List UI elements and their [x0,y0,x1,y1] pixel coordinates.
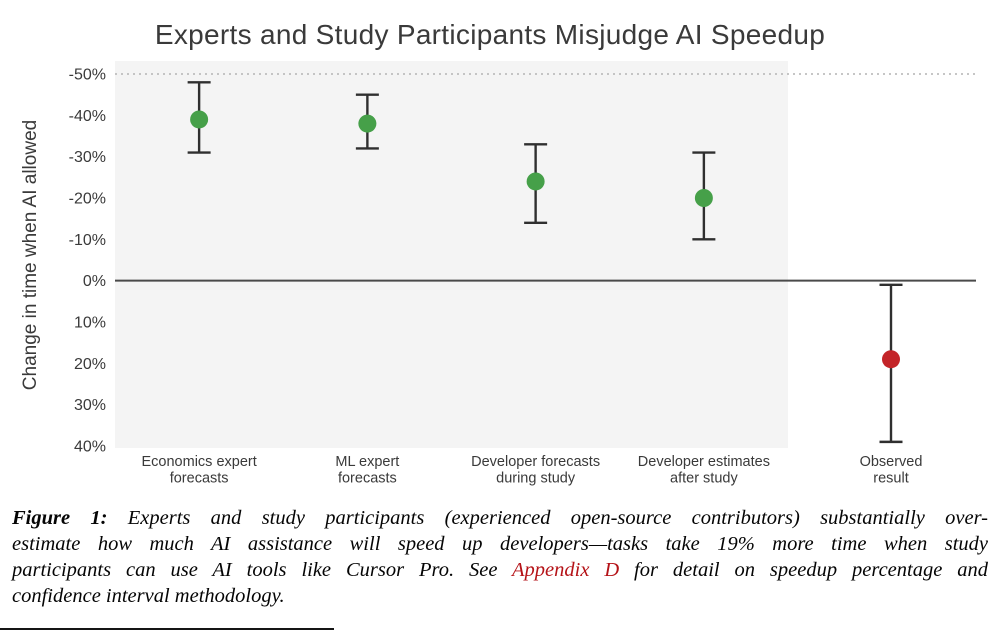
category-label: Economics expert forecasts [142,454,257,487]
caption-text: estimate how much AI assistance will spe… [12,533,988,555]
caption-line: participants can use AI tools like Curso… [12,557,988,583]
data-point [526,172,545,191]
series-economics-expert-forecasts: Economics expert forecasts [142,81,257,487]
category-label: Developer forecasts during study [471,454,600,487]
caption-line: estimate how much AI assistance will spe… [12,531,988,557]
series-ml-expert-forecasts: ML expert forecasts [335,93,399,487]
category-label: ML expert forecasts [335,454,399,487]
y-tick-label: 20% [74,356,106,373]
caption-text: for detail on speedup percentage and [619,559,988,581]
page-rule [0,628,334,630]
y-tick-label: -40% [69,108,106,125]
data-point [358,114,377,133]
y-tick-label: -30% [69,149,106,166]
y-tick-label: 10% [74,315,106,332]
y-tick-label: 40% [74,439,106,456]
plot-panel-background [115,61,788,448]
y-tick-label: -10% [69,232,106,249]
y-tick-label: -20% [69,191,106,208]
appendix-d-link[interactable]: Appendix D [512,559,620,581]
category-label: Observed result [860,454,923,487]
y-tick-label: 0% [83,273,106,290]
data-point [882,350,900,369]
chart: Experts and Study Participants Misjudge … [20,19,976,487]
y-tick-label: -50% [69,67,106,84]
chart-title: Experts and Study Participants Misjudge … [155,19,825,50]
y-axis-label: Change in time when AI allowed [20,120,41,390]
data-point [190,110,209,129]
caption-line: Figure 1: Experts and study participants… [12,505,988,531]
series-developer-forecasts-during-study: Developer forecasts during study [471,143,600,487]
category-label: Developer estimates after study [638,454,770,487]
caption-line: confidence interval methodology. [12,583,988,609]
caption-text: participants can use AI tools like Curso… [12,559,512,581]
caption-text: confidence interval methodology. [12,585,285,607]
y-tick-label: 30% [74,397,106,414]
figure-caption: Figure 1: Experts and study participants… [0,505,1000,609]
series-developer-estimates-after-study: Developer estimates after study [638,151,770,487]
caption-figure-label: Figure 1: [12,507,108,529]
chart-plot-area: -50% -40% -30% -20% -10% 0% 10% 20% 30% 40% Econom… [69,61,976,487]
caption-text: Experts and study participants (experien… [107,507,988,529]
data-point [694,189,713,207]
series-observed-result: Observed result [860,283,923,487]
